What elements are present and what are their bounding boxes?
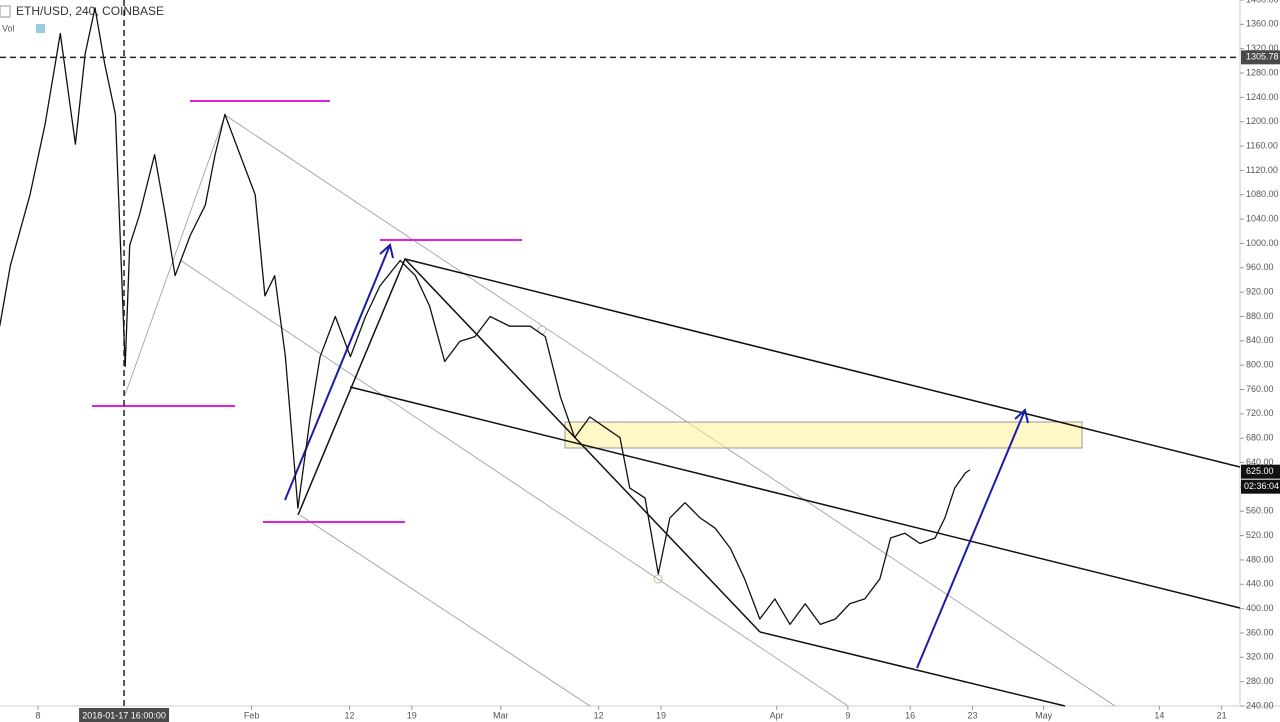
marker-circle [653,574,663,584]
x-tick-label: 16 [905,710,915,720]
arrow [916,409,1026,669]
countdown-label: 02:36:04 [1244,481,1279,491]
y-tick-label: 800.00 [1246,360,1274,370]
trendline [299,514,591,707]
last-price-label: 625.00 [1246,466,1274,476]
channel-line [404,258,1241,468]
x-tick-label: Apr [770,710,784,720]
x-tick-label: Feb [244,710,260,720]
arrow [284,244,391,501]
y-tick-label: 400.00 [1246,603,1274,613]
x-tick-label: 14 [1154,710,1164,720]
y-tick-label: 360.00 [1246,627,1274,637]
collapse-icon[interactable] [0,5,11,18]
y-tick-label: 880.00 [1246,311,1274,321]
x-tick-label: 23 [967,710,977,720]
arrow-head [379,243,394,259]
x-tick-label: 19 [656,710,666,720]
y-tick-label: 280.00 [1246,676,1274,686]
y-tick-label: 1280.00 [1246,67,1279,77]
zone-box [564,421,1083,449]
y-tick-label: 1400.00 [1246,0,1279,4]
crosshair-date-box [79,708,170,722]
y-tick-label: 1200.00 [1246,116,1279,126]
drawings [92,100,1241,707]
price-axis [1240,0,1280,722]
y-tick-label: 1000.00 [1246,238,1279,248]
y-tick-label: 720.00 [1246,408,1274,418]
y-tick-label: 1080.00 [1246,189,1279,199]
price-line [0,7,971,626]
chart-title: ETH/USD, 240, COINBASE [16,4,164,18]
y-tick-label: 320.00 [1246,652,1274,662]
arrow-head [1014,408,1029,424]
x-tick-label: 12 [344,710,354,720]
x-tick-label: Mar [493,710,509,720]
x-tick-label: 21 [1217,710,1227,720]
last-price-box [1241,464,1280,479]
y-tick-label: 920.00 [1246,287,1274,297]
y-tick-label: 760.00 [1246,384,1274,394]
crosshair-date-label: 2018-01-17 16:00:00 [82,710,166,720]
y-tick-label: 640.00 [1246,457,1274,467]
trendline [179,259,849,707]
y-tick-label: 1240.00 [1246,92,1279,102]
y-tick-label: 960.00 [1246,262,1274,272]
countdown-box [1241,479,1280,494]
volume-label: Vol [2,23,15,33]
eye-icon[interactable] [36,24,45,33]
zigzag [297,257,761,633]
y-tick-label: 1160.00 [1246,140,1278,150]
channel-line [349,386,1241,609]
crosshair-price-box [1241,50,1280,65]
y-tick-label: 480.00 [1246,554,1274,564]
x-tick-label: 9 [845,710,850,720]
trendline [224,114,1116,707]
channel-line [759,631,1066,707]
y-tick-label: 520.00 [1246,530,1274,540]
y-tick-label: 1040.00 [1246,213,1279,223]
trendline [124,114,226,396]
x-tick-label: 8 [35,710,40,720]
y-tick-label: 1360.00 [1246,19,1279,29]
y-tick-label: 560.00 [1246,506,1274,516]
y-tick-label: 1120.00 [1246,165,1278,175]
y-tick-label: 440.00 [1246,579,1274,589]
x-tick-label: 19 [407,710,417,720]
y-tick-label: 680.00 [1246,433,1274,443]
x-tick-label: 12 [594,710,604,720]
crosshair-price-label: 1305.78 [1246,52,1279,62]
y-tick-label: 1320.00 [1246,43,1279,53]
y-tick-label: 840.00 [1246,335,1274,345]
y-tick-label: 240.00 [1246,700,1274,710]
x-tick-label: May [1035,710,1053,720]
